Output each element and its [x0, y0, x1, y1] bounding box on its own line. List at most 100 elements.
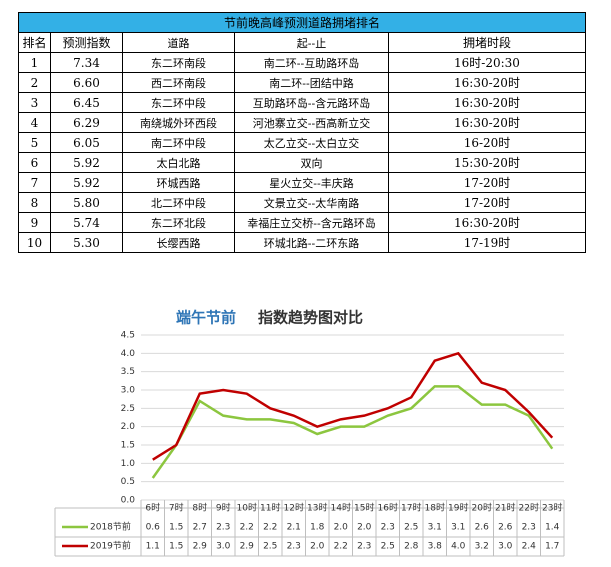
table-cell: 排名 — [18, 32, 51, 53]
data-label: 1.1 — [146, 542, 160, 552]
table-cell: 17-19时 — [388, 232, 586, 253]
x-tick-label: 8时 — [192, 502, 207, 514]
header-row: 排名 预测指数 道路 起--止 拥堵时段 — [18, 32, 586, 53]
chart-title: 端午节前 — [176, 309, 236, 327]
data-label: 4.0 — [451, 542, 466, 552]
table-row: 7 5.92 环城西路 星火立交--丰庆路 17-20时 — [18, 172, 586, 193]
table-cell: 互助路环岛--含元路环岛 — [234, 92, 389, 113]
x-tick-label: 9时 — [216, 502, 231, 514]
x-tick-label: 6时 — [145, 502, 160, 514]
x-tick-label: 15时 — [354, 502, 374, 514]
data-label: 2.3 — [357, 542, 371, 552]
data-label: 2.6 — [475, 523, 490, 533]
data-label: 3.2 — [475, 542, 489, 552]
x-tick-label: 22时 — [519, 502, 539, 514]
x-tick-label: 7时 — [169, 502, 184, 514]
y-tick-label: 2.0 — [121, 422, 136, 432]
data-label: 2.5 — [404, 523, 418, 533]
data-label: 2.2 — [334, 542, 348, 552]
data-label: 2.2 — [240, 523, 254, 533]
data-label: 2.7 — [193, 523, 207, 533]
table-cell: 6.60 — [50, 72, 123, 93]
table-cell: 16-20时 — [388, 132, 586, 153]
data-label: 2.3 — [381, 523, 395, 533]
y-tick-label: 4.0 — [121, 349, 136, 359]
data-label: 2.6 — [498, 523, 513, 533]
y-tick-label: 0.5 — [121, 477, 135, 487]
table-title: 节前晚高峰预测道路拥堵排名 — [18, 12, 586, 33]
data-label: 1.5 — [169, 542, 183, 552]
table-cell: 15:30-20时 — [388, 152, 586, 173]
data-label: 2.3 — [287, 542, 301, 552]
chart-subtitle: 指数趋势图对比 — [258, 309, 363, 327]
data-label: 3.8 — [428, 542, 443, 552]
table-row: 9 5.74 东二环北段 幸福庄立交桥--含元路环岛 16:30-20时 — [18, 212, 586, 233]
x-tick-label: 18时 — [425, 502, 445, 514]
data-label: 2.0 — [357, 523, 372, 533]
table-row: 2 6.60 西二环南段 南二环--团结中路 16:30-20时 — [18, 72, 586, 93]
x-tick-label: 16时 — [378, 502, 398, 514]
x-tick-label: 21时 — [495, 502, 515, 514]
x-tick-label: 12时 — [284, 502, 304, 514]
table-row: 4 6.29 南绕城外环西段 河池寨立交--西高新立交 16:30-20时 — [18, 112, 586, 133]
table-cell: 预测指数 — [50, 32, 123, 53]
table-cell: 6.05 — [50, 132, 123, 153]
legend-label: 2019节前 — [90, 540, 131, 552]
data-label: 2.4 — [522, 542, 537, 552]
data-label: 3.1 — [428, 523, 442, 533]
table-cell: 河池寨立交--西高新立交 — [234, 112, 389, 133]
y-tick-label: 0.0 — [121, 496, 136, 506]
data-label: 2.5 — [263, 542, 277, 552]
x-tick-label: 11时 — [260, 502, 280, 514]
line-series — [151, 385, 554, 479]
ranking-table: 节前晚高峰预测道路拥堵排名 排名 预测指数 道路 起--止 拥堵时段 1 7.34 东二环南段… — [18, 12, 586, 253]
y-tick-label: 3.0 — [121, 386, 136, 396]
data-label: 2.3 — [216, 523, 230, 533]
y-tick-label: 1.0 — [121, 459, 136, 469]
table-row: 5 6.05 南二环中段 太乙立交--太白立交 16-20时 — [18, 132, 586, 153]
x-tick-label: 20时 — [472, 502, 492, 514]
line-series — [152, 351, 554, 461]
data-label: 2.3 — [522, 523, 536, 533]
table-cell: 16:30-20时 — [388, 72, 586, 93]
data-label: 2.0 — [310, 542, 325, 552]
table-row: 10 5.30 长缨西路 环城北路--二环东路 17-19时 — [18, 232, 586, 253]
x-tick-label: 14时 — [331, 502, 351, 514]
x-tick-label: 23时 — [542, 502, 562, 514]
x-tick-label: 13时 — [307, 502, 327, 514]
x-tick-label: 17时 — [401, 502, 421, 514]
table-row: 1 7.34 东二环南段 南二环--互助路环岛 16时-20:30 — [18, 52, 586, 73]
table-cell: 东二环南段 — [122, 52, 235, 73]
x-tick-label: 19时 — [448, 502, 468, 514]
table-cell: 太乙立交--太白立交 — [234, 132, 389, 153]
y-tick-label: 1.5 — [121, 441, 135, 451]
table-cell: 5.30 — [50, 232, 123, 253]
data-label: 2.1 — [287, 523, 301, 533]
table-cell: 5.92 — [50, 172, 123, 193]
data-label: 2.9 — [193, 542, 208, 552]
table-cell: 南二环--团结中路 — [234, 72, 389, 93]
data-label: 2.2 — [263, 523, 277, 533]
y-tick-label: 4.5 — [121, 331, 135, 341]
data-label: 3.0 — [498, 542, 513, 552]
data-label: 3.1 — [451, 523, 465, 533]
table-cell: 拥堵时段 — [388, 32, 586, 53]
legend-label: 2018节前 — [90, 521, 131, 533]
table-cell: 南二环--互助路环岛 — [234, 52, 389, 73]
data-label: 1.8 — [310, 523, 325, 533]
data-label: 1.7 — [545, 542, 559, 552]
x-tick-label: 10时 — [237, 502, 257, 514]
y-tick-label: 3.5 — [121, 367, 135, 377]
table-cell: 长缨西路 — [122, 232, 235, 253]
table-row: 8 5.80 北二环中段 文景立交--太华南路 17-20时 — [18, 192, 586, 213]
data-label: 2.8 — [404, 542, 419, 552]
data-label: 2.0 — [334, 523, 349, 533]
data-label: 1.5 — [169, 523, 183, 533]
data-label: 2.5 — [381, 542, 395, 552]
y-tick-label: 2.5 — [121, 404, 135, 414]
data-label: 3.0 — [216, 542, 231, 552]
data-label: 2.9 — [240, 542, 255, 552]
table-cell: 16:30-20时 — [388, 112, 586, 133]
